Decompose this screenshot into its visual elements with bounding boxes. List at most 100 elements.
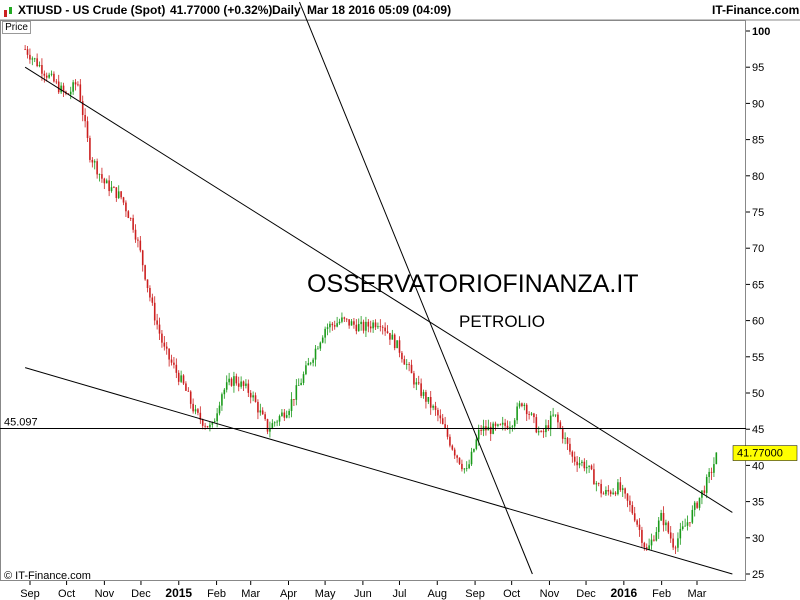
candle	[713, 457, 715, 478]
candle	[168, 348, 170, 367]
candle	[569, 438, 571, 455]
candle	[638, 518, 641, 537]
candle	[665, 519, 667, 531]
candle	[648, 538, 650, 551]
candle	[530, 411, 533, 416]
candle	[703, 485, 706, 495]
candle	[249, 390, 252, 404]
candle	[470, 447, 473, 467]
candle	[151, 293, 154, 306]
candle	[189, 390, 192, 409]
candle	[513, 418, 516, 430]
candle	[528, 411, 530, 420]
candle	[410, 359, 413, 374]
candle	[624, 487, 626, 499]
candle	[55, 78, 58, 85]
candle	[345, 318, 348, 323]
candle	[41, 58, 43, 81]
candle	[350, 318, 353, 326]
candle	[264, 411, 266, 421]
candle	[441, 413, 444, 425]
candle	[300, 378, 302, 386]
candle	[134, 224, 137, 243]
candle	[374, 319, 377, 330]
candle	[237, 376, 240, 392]
x-tick-label: Mar	[688, 588, 707, 600]
candle	[552, 407, 554, 417]
candle	[427, 396, 430, 405]
x-tick-label: Jul	[392, 588, 406, 600]
chart-header: XTIUSD - US Crude (Spot) 41.77000 (+0.32…	[0, 0, 800, 20]
candle	[336, 316, 338, 328]
x-tick-label: 2015	[165, 586, 192, 600]
y-tick-label: 100	[752, 26, 770, 38]
candle	[573, 451, 576, 466]
x-tick-label: May	[315, 588, 336, 600]
candle	[199, 406, 202, 424]
candle	[540, 429, 542, 433]
candle	[161, 330, 163, 348]
candle	[177, 370, 180, 386]
candle	[110, 180, 113, 193]
candle	[473, 448, 475, 453]
candle	[626, 493, 629, 508]
candle	[657, 516, 660, 539]
candle	[319, 341, 322, 351]
candle	[93, 159, 96, 170]
x-tick-label: Nov	[95, 588, 115, 600]
candle	[271, 419, 274, 430]
candle	[173, 356, 175, 369]
candle	[129, 217, 132, 222]
candle	[677, 532, 679, 552]
watermark-title: OSSERVATORIOFINANZA.IT	[307, 270, 639, 298]
candle	[585, 460, 588, 474]
candle	[26, 46, 29, 59]
candle	[158, 317, 161, 341]
candle	[434, 401, 437, 416]
candle	[489, 422, 492, 441]
symbol-title: XTIUSD - US Crude (Spot)	[18, 3, 166, 17]
candle	[372, 319, 374, 333]
candle	[686, 515, 689, 531]
candle	[293, 399, 295, 406]
x-tick-label: Apr	[280, 588, 297, 600]
candle	[684, 518, 686, 527]
candle	[369, 320, 372, 333]
candle	[278, 414, 281, 426]
candle	[705, 474, 708, 499]
candle	[698, 497, 701, 511]
candle	[653, 535, 655, 542]
candle	[602, 491, 605, 495]
candle	[331, 321, 334, 331]
candle	[218, 401, 221, 416]
candle	[74, 79, 77, 91]
candle	[581, 459, 583, 467]
y-tick-label: 45	[752, 424, 764, 436]
candle	[696, 501, 698, 509]
candle	[422, 389, 425, 399]
candle	[689, 522, 691, 527]
candle	[146, 279, 149, 293]
candle	[197, 407, 199, 416]
candle	[415, 378, 418, 391]
candle	[115, 187, 118, 202]
candle	[62, 82, 65, 98]
candle	[547, 419, 550, 432]
candle	[283, 408, 286, 421]
candle	[187, 387, 190, 392]
candle	[583, 458, 586, 472]
candle	[710, 467, 713, 481]
candle	[38, 61, 41, 68]
trendlines	[24, 1, 733, 575]
candle	[96, 158, 98, 179]
candle	[557, 412, 559, 429]
candle	[302, 371, 305, 386]
candle	[468, 459, 470, 470]
candle	[525, 403, 528, 421]
candle	[398, 336, 401, 358]
candle	[353, 318, 355, 329]
candle	[273, 421, 276, 427]
candle	[494, 421, 497, 431]
candle	[391, 329, 394, 340]
